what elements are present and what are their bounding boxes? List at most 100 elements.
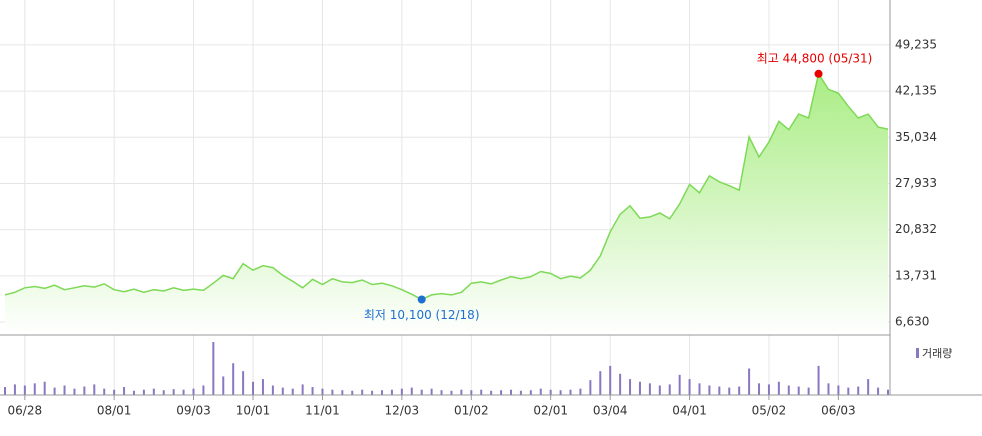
volume-bar xyxy=(351,390,354,395)
volume-bar xyxy=(281,387,284,395)
volume-bar xyxy=(271,385,274,395)
volume-bar xyxy=(490,390,493,395)
volume-bar xyxy=(132,390,135,395)
volume-bar xyxy=(261,379,264,395)
y-tick-label: 35,034 xyxy=(895,130,937,144)
y-tick-label: 20,832 xyxy=(895,222,937,236)
volume-bar xyxy=(579,388,582,395)
volume-bar xyxy=(470,390,473,395)
volume-bar xyxy=(252,381,255,395)
x-tick-label: 06/28 xyxy=(8,404,43,418)
volume-bar xyxy=(529,390,532,395)
x-tick-label: 02/01 xyxy=(533,404,568,418)
volume-bar xyxy=(321,388,324,395)
volume-bar xyxy=(202,385,205,395)
x-tick-label: 09/03 xyxy=(176,404,211,418)
volume-bar xyxy=(331,389,334,395)
volume-bar xyxy=(629,379,632,395)
volume-bar xyxy=(152,388,155,395)
legend-swatch xyxy=(916,348,919,358)
y-tick-label: 42,135 xyxy=(895,84,937,98)
volume-bar xyxy=(668,384,671,395)
volume-bar xyxy=(569,389,572,395)
extreme-dot xyxy=(417,295,426,304)
annotation: 최고 44,800 (05/31) xyxy=(757,51,873,65)
volume-bar xyxy=(599,371,602,395)
volume-bar xyxy=(13,384,16,395)
volume-bar xyxy=(430,388,433,395)
volume-bar xyxy=(648,383,651,395)
volume-bar xyxy=(53,387,56,395)
volume-bar xyxy=(817,365,820,395)
volume-bar xyxy=(192,388,195,395)
x-tick-label: 06/03 xyxy=(821,404,856,418)
volume-bar xyxy=(708,385,711,395)
volume-bar xyxy=(83,386,86,395)
volume-bar xyxy=(420,389,423,395)
volume-bar xyxy=(400,388,403,395)
annotation: 최저 10,100 (12/18) xyxy=(364,308,480,322)
volume-bar xyxy=(43,381,46,395)
legend-label: 거래량 xyxy=(922,347,952,360)
volume-bar xyxy=(678,374,681,395)
x-tick-label: 11/01 xyxy=(305,404,340,418)
volume-bar xyxy=(311,387,314,395)
volume-bar xyxy=(539,388,542,395)
volume-bar xyxy=(728,387,731,395)
volume-bar xyxy=(807,387,810,395)
volume-bar xyxy=(519,390,522,395)
volume-bar xyxy=(887,389,889,395)
x-tick-label: 01/02 xyxy=(454,404,489,418)
x-tick-label: 08/01 xyxy=(97,404,132,418)
volume-bar xyxy=(361,389,364,395)
volume-bar xyxy=(232,363,235,395)
volume-bar xyxy=(172,389,175,395)
extreme-dot xyxy=(814,69,823,78)
volume-bar xyxy=(698,383,701,395)
volume-bar xyxy=(480,389,483,395)
volume-bar xyxy=(787,385,790,395)
volume-bar xyxy=(767,384,770,395)
volume-bar xyxy=(847,387,850,395)
volume-bar xyxy=(609,365,612,395)
price-area xyxy=(5,73,888,336)
y-tick-label: 6,630 xyxy=(895,315,929,329)
volume-bar xyxy=(658,385,661,395)
volume-bar xyxy=(123,387,126,395)
volume-bar xyxy=(738,386,741,395)
volume-bar xyxy=(867,379,870,395)
y-tick-label: 13,731 xyxy=(895,268,937,282)
volume-bar xyxy=(390,389,393,395)
volume-bar xyxy=(23,385,26,395)
volume-bar xyxy=(381,390,384,395)
volume-bar xyxy=(33,383,36,395)
volume-bar xyxy=(73,388,76,395)
volume-bar xyxy=(509,389,512,395)
volume-bar xyxy=(341,390,344,395)
volume-bar xyxy=(301,384,304,395)
volume-bar xyxy=(688,379,691,395)
volume-bar xyxy=(212,342,215,395)
volume-bar xyxy=(371,390,374,395)
volume-bar xyxy=(222,376,225,395)
volume-bar xyxy=(63,385,66,395)
volume-bar xyxy=(857,386,860,395)
volume-bar xyxy=(549,389,552,395)
volume-bar xyxy=(4,387,6,395)
volume-bar xyxy=(837,385,840,395)
volume-bar xyxy=(242,371,245,395)
volume-bar xyxy=(291,388,294,395)
volume-bar xyxy=(777,381,780,395)
x-tick-label: 10/01 xyxy=(236,404,271,418)
x-tick-label: 03/04 xyxy=(593,404,628,418)
volume-bar xyxy=(619,373,622,395)
volume-bar xyxy=(450,390,453,395)
x-tick-label: 05/02 xyxy=(752,404,787,418)
volume-bar xyxy=(93,384,96,395)
volume-bar xyxy=(162,390,165,395)
volume-bar xyxy=(410,387,413,395)
x-tick-label: 04/01 xyxy=(672,404,707,418)
y-tick-label: 27,933 xyxy=(895,176,937,190)
volume-bar xyxy=(460,389,463,395)
